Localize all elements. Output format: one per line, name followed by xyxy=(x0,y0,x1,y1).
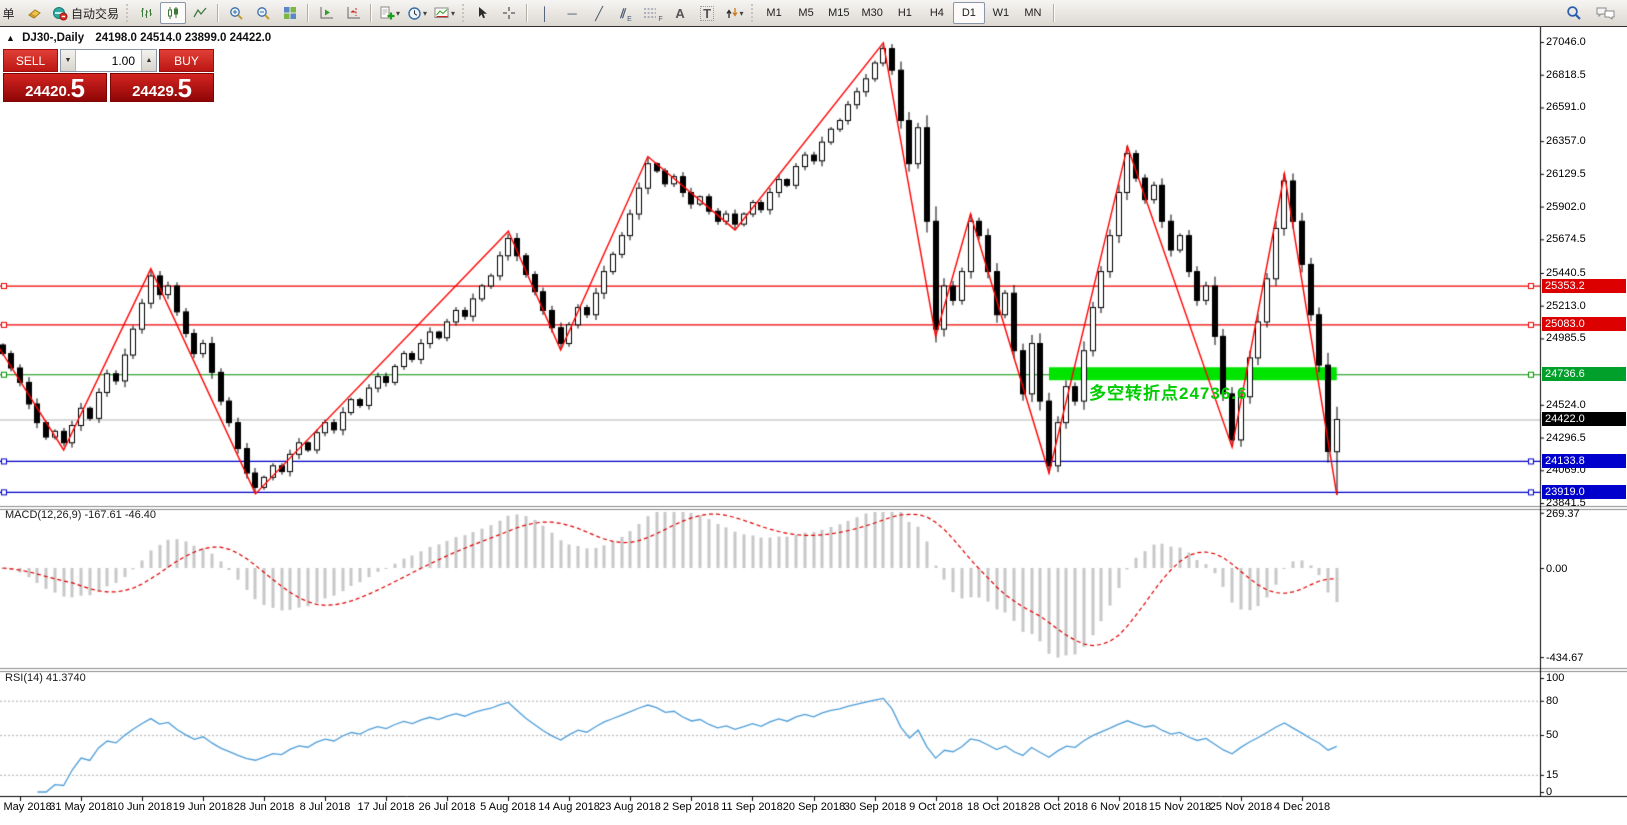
channel-icon: ⫽ xyxy=(620,5,627,21)
tile-windows-button[interactable] xyxy=(277,2,303,24)
volume-input[interactable] xyxy=(76,50,141,71)
horizontal-line-button[interactable]: ─ xyxy=(559,2,585,24)
chart-shift-button[interactable] xyxy=(340,2,366,24)
clock-icon xyxy=(407,6,422,21)
period-button-m1[interactable]: M1 xyxy=(766,7,782,19)
period-button-mn[interactable]: MN xyxy=(1024,7,1042,19)
cursor-button[interactable] xyxy=(469,2,495,24)
trendline-icon: ╱ xyxy=(595,5,603,21)
auto-trading-button[interactable]: 自动交易 xyxy=(48,2,122,24)
timeframes-caret-icon[interactable]: ▾ xyxy=(423,8,428,18)
one-click-trading-panel: SELL ▼ ▲ BUY 24420.5 24429.5 xyxy=(3,49,214,102)
template-icon xyxy=(434,6,450,20)
vertical-line-button[interactable]: │ xyxy=(532,2,558,24)
toolbar-grip[interactable] xyxy=(750,4,756,22)
candlestick-chart-icon xyxy=(166,6,180,20)
trendline-button[interactable]: ╱ xyxy=(586,2,612,24)
buy-price-main: 24429 xyxy=(132,83,174,100)
channel-button[interactable]: ⫽ E xyxy=(613,2,639,24)
templates-button[interactable]: ▾ xyxy=(431,2,458,24)
buy-price[interactable]: 24429. 5 xyxy=(110,73,214,102)
line-chart-icon xyxy=(193,6,207,20)
fibonacci-button[interactable]: F xyxy=(640,2,666,24)
timeframes-button[interactable]: ▾ xyxy=(404,2,430,24)
horizontal-line-icon: ─ xyxy=(567,5,577,21)
buy-button[interactable]: BUY xyxy=(159,49,214,72)
bar-chart-button[interactable] xyxy=(133,2,159,24)
chat-button[interactable] xyxy=(1593,2,1619,24)
arrows-button[interactable]: ▾ xyxy=(721,2,747,24)
one-click-panel-arrow[interactable]: ▲ xyxy=(6,33,15,43)
candlestick-chart-button[interactable] xyxy=(160,2,187,24)
indicators-button[interactable]: ▾ xyxy=(376,2,403,24)
bar-chart-icon xyxy=(139,6,153,20)
indicators-icon xyxy=(379,6,395,21)
period-button-h4[interactable]: H4 xyxy=(929,7,944,19)
crosshair-icon xyxy=(502,6,516,20)
chart-shift-icon xyxy=(346,6,361,20)
fibonacci-sub-label: F xyxy=(658,16,663,23)
toolbar-grip[interactable] xyxy=(125,4,131,22)
volume-decrease-button[interactable]: ▼ xyxy=(61,50,76,71)
zoom-in-icon xyxy=(229,6,244,21)
channel-sub-label: E xyxy=(627,16,632,23)
zoom-out-icon xyxy=(256,6,271,21)
text-label-button[interactable]: T xyxy=(694,2,720,24)
search-icon xyxy=(1566,5,1582,21)
zoom-in-button[interactable] xyxy=(223,2,249,24)
text-label-icon: T xyxy=(700,5,715,21)
toolbar-grip[interactable] xyxy=(461,4,467,22)
chat-icon xyxy=(1596,6,1616,21)
chart-canvas[interactable] xyxy=(0,27,1627,825)
arrows-icon xyxy=(725,6,739,20)
buy-price-pip: 5 xyxy=(177,73,192,103)
arrows-caret-icon[interactable]: ▾ xyxy=(739,8,744,18)
new-order-button[interactable]: 单 xyxy=(0,2,20,24)
cursor-icon xyxy=(476,6,488,20)
line-chart-button[interactable] xyxy=(187,2,213,24)
text-button[interactable]: A xyxy=(667,2,693,24)
new-order-label: 单 xyxy=(2,6,15,21)
period-button-m30[interactable]: M30 xyxy=(861,7,883,19)
search-button[interactable] xyxy=(1561,2,1587,24)
period-button-m15[interactable]: M15 xyxy=(828,7,850,19)
period-buttons-group: M1 M5 M15 M30 H1 H4 D1 W1 MN xyxy=(758,2,1049,24)
auto-scroll-icon xyxy=(319,6,334,20)
period-button-d1[interactable]: D1 xyxy=(952,2,985,24)
period-button-h1[interactable]: H1 xyxy=(897,7,912,19)
sell-price-pip: 5 xyxy=(70,73,85,103)
text-icon: A xyxy=(675,5,685,21)
indicators-caret-icon[interactable]: ▾ xyxy=(396,8,401,18)
sell-price[interactable]: 24420. 5 xyxy=(3,73,107,102)
vertical-line-icon: │ xyxy=(541,5,550,21)
gold-bar-icon-button[interactable] xyxy=(21,2,47,24)
sell-price-dot: . xyxy=(66,84,71,99)
sell-price-main: 24420 xyxy=(25,83,67,100)
buy-price-dot: . xyxy=(173,84,178,99)
auto-trading-icon xyxy=(51,6,68,21)
sell-button[interactable]: SELL xyxy=(3,49,58,72)
crosshair-button[interactable] xyxy=(496,2,522,24)
zoom-out-button[interactable] xyxy=(250,2,276,24)
tile-windows-icon xyxy=(283,6,297,20)
volume-increase-button[interactable]: ▲ xyxy=(141,50,156,71)
main-toolbar: 单 自动交易 ▾ ▾ xyxy=(0,0,1627,27)
period-button-w1[interactable]: W1 xyxy=(992,7,1010,19)
templates-caret-icon[interactable]: ▾ xyxy=(451,8,456,18)
auto-scroll-button[interactable] xyxy=(313,2,339,24)
auto-trading-label: 自动交易 xyxy=(71,6,120,21)
fibonacci-icon xyxy=(643,7,657,19)
period-button-m5[interactable]: M5 xyxy=(798,7,814,19)
gold-bar-icon xyxy=(26,6,42,20)
